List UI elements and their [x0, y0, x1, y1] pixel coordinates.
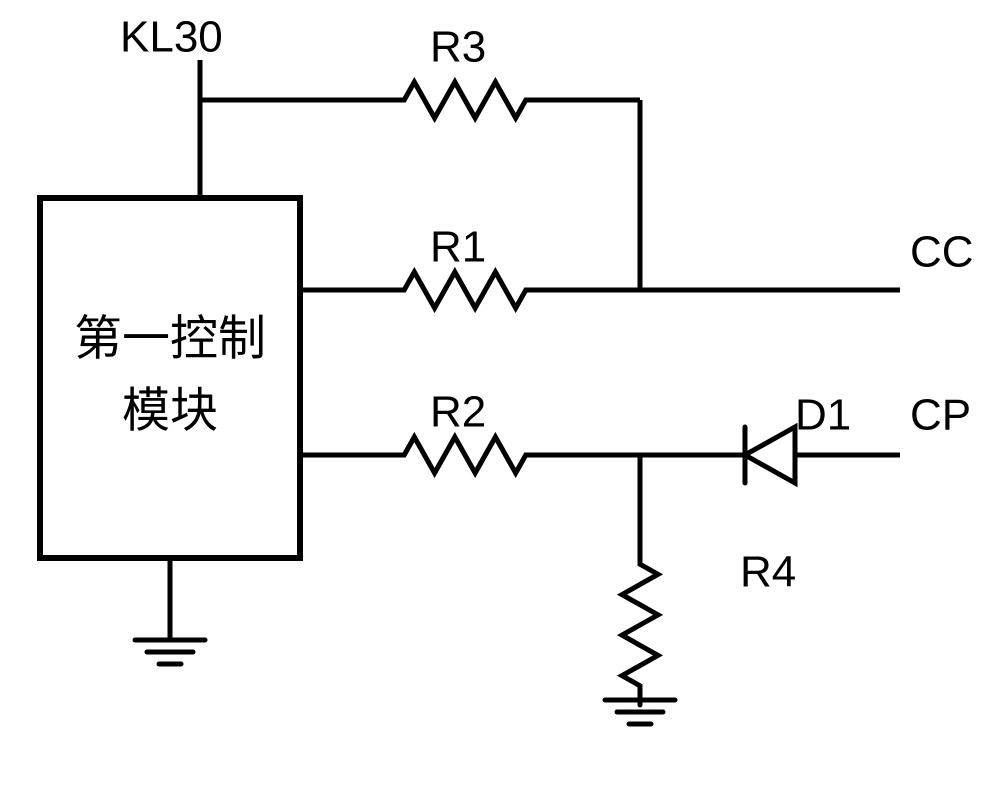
resistor-r4	[622, 545, 658, 705]
label-r3: R3	[430, 23, 486, 72]
label-r1: R1	[430, 223, 486, 272]
control-block	[40, 198, 300, 558]
resistor-r1	[385, 272, 545, 308]
label-kl30: KL30	[120, 13, 223, 62]
label-r4: R4	[740, 548, 796, 597]
control-block-line2: 模块	[122, 385, 218, 438]
label-cc: CC	[910, 228, 974, 277]
label-cp: CP	[910, 391, 971, 440]
label-r2: R2	[430, 388, 486, 437]
control-block-line1: 第一控制	[74, 313, 266, 366]
diode-d1-triangle	[745, 427, 795, 483]
label-d1: D1	[795, 391, 851, 440]
resistor-r2	[385, 437, 545, 473]
resistor-r3	[385, 82, 545, 118]
